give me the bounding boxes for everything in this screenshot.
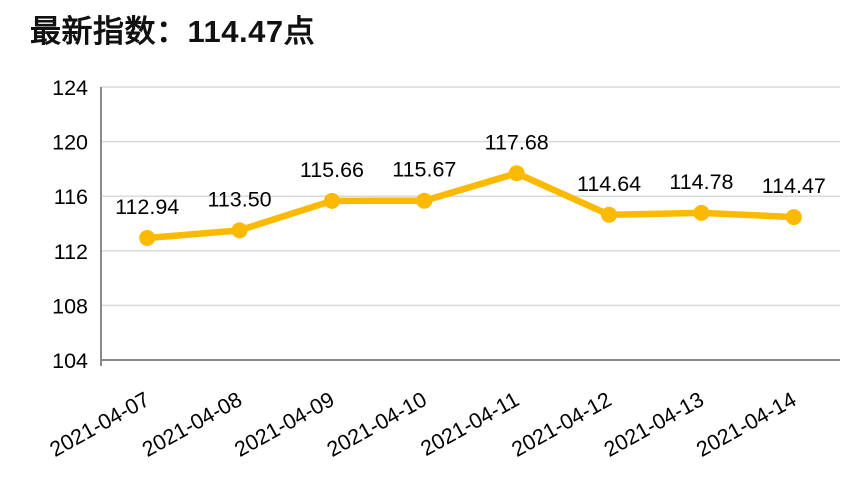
data-point-label: 115.67 <box>392 158 456 182</box>
index-series-line <box>143 170 798 242</box>
x-tick-label: 2021-04-13 <box>600 387 708 461</box>
y-tick-label: 124 <box>52 76 88 100</box>
data-point-marker <box>508 165 525 182</box>
data-point-label: 114.64 <box>577 172 641 196</box>
data-point-marker <box>139 229 156 246</box>
data-point-marker <box>601 206 618 223</box>
data-point-label: 113.50 <box>207 187 271 211</box>
page-title: 最新指数：114.47点 <box>30 14 316 49</box>
data-point-marker <box>416 192 433 209</box>
y-tick-label: 112 <box>54 240 88 264</box>
y-tick-label: 108 <box>52 294 88 318</box>
y-tick-label: 120 <box>52 131 88 155</box>
data-point-label: 112.94 <box>115 195 179 219</box>
y-tick-label: 116 <box>54 185 88 209</box>
data-point-marker <box>323 192 340 209</box>
x-tick-label: 2021-04-14 <box>692 387 800 461</box>
x-tick-label: 2021-04-11 <box>417 387 523 461</box>
data-point-label: 114.47 <box>762 174 826 198</box>
data-point-label: 117.68 <box>485 130 549 154</box>
x-tick-label: 2021-04-12 <box>508 387 616 461</box>
data-point-marker <box>693 204 710 221</box>
data-point-marker <box>785 209 802 226</box>
data-point-marker <box>231 222 248 239</box>
x-tick-label: 2021-04-07 <box>46 387 154 461</box>
data-point-label: 115.66 <box>300 158 364 182</box>
x-tick-label: 2021-04-09 <box>231 387 339 461</box>
y-tick-label: 104 <box>52 349 88 373</box>
x-tick-label: 2021-04-08 <box>138 387 246 461</box>
x-tick-label: 2021-04-10 <box>323 387 431 461</box>
data-point-label: 114.78 <box>669 170 733 194</box>
